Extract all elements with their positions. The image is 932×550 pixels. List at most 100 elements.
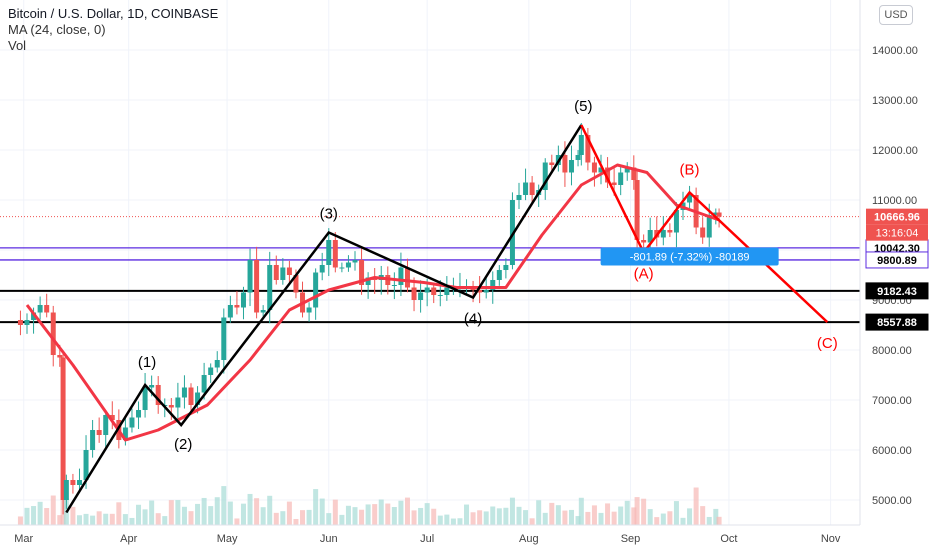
indicator-legend[interactable]: MA (24, close, 0) [8, 22, 106, 37]
candle-body [398, 267, 404, 285]
volume-bar [591, 505, 597, 525]
volume-bar [411, 510, 417, 525]
candle-body [149, 385, 155, 388]
volume-bar [555, 505, 561, 525]
volume-bar [496, 508, 502, 525]
candle-body [542, 162, 548, 190]
candle-body [122, 427, 128, 440]
volume-bar [319, 498, 325, 525]
volume-bar [17, 516, 23, 525]
volume-bar [122, 514, 128, 525]
time-tick-label: Mar [14, 533, 33, 545]
candle-body [280, 267, 286, 280]
volume-bar [578, 497, 584, 525]
candle-body [326, 240, 332, 265]
volume-bar [90, 515, 96, 525]
candle-body [339, 267, 345, 269]
volume-bar [280, 511, 286, 525]
candle-body [286, 267, 292, 275]
candle-body [306, 307, 312, 313]
candle-body [60, 357, 66, 500]
price-tick-label: 13000.00 [872, 95, 918, 107]
candle-body [624, 167, 630, 173]
volume-bar [618, 506, 624, 525]
candle-body [391, 285, 397, 286]
volume-bar [37, 501, 43, 525]
wave-label: (2) [174, 436, 192, 453]
price-tick-label: 7000.00 [872, 395, 912, 407]
candle-body [63, 480, 69, 500]
volume-legend[interactable]: Vol [8, 38, 27, 53]
volume-bar [162, 516, 168, 525]
candle-body [208, 367, 214, 375]
candle-body [431, 287, 437, 295]
volume-bar [706, 516, 712, 525]
candle-body [673, 210, 679, 233]
currency-button[interactable]: USD [879, 5, 913, 25]
candle-body [181, 387, 187, 398]
volume-bar [585, 511, 591, 525]
current-price-label: 10666.96 [874, 212, 920, 224]
candle-body [76, 480, 82, 485]
candle-body [201, 375, 207, 393]
candle-body [254, 260, 260, 313]
volume-bar [398, 500, 404, 525]
measure-box [600, 247, 779, 266]
volume-bar [385, 503, 391, 525]
volume-bar [464, 504, 470, 525]
volume-bar [418, 507, 424, 525]
candle-body [247, 260, 253, 293]
price-tick-label: 14000.00 [872, 45, 918, 57]
candle-body [562, 155, 568, 173]
candles [17, 123, 722, 515]
volume-bar [286, 501, 292, 525]
wave-label: (3) [320, 206, 338, 223]
volume-bar [378, 499, 384, 525]
volume-bar [477, 510, 483, 525]
level-label: 9800.89 [877, 255, 917, 267]
candle-body [345, 262, 351, 268]
candle-body [365, 277, 371, 285]
candle-body [96, 430, 102, 435]
volume-bar [345, 505, 351, 525]
volume-bar [365, 504, 371, 525]
candle-body [129, 417, 135, 428]
candle-body [332, 240, 338, 268]
volume-bar [673, 501, 679, 525]
candle-body [591, 162, 597, 173]
level-label-box [865, 282, 929, 300]
impulse-wave-line [65, 124, 583, 514]
candle-body [424, 287, 430, 293]
volume-bar [201, 497, 207, 525]
time-axis[interactable]: Mar Apr May Jun Jul Aug Sep Oct Nov [0, 524, 860, 545]
volume-bar [490, 506, 496, 525]
volume-bar [96, 511, 102, 525]
volume-bar [83, 513, 89, 525]
candle-body [437, 295, 443, 296]
candle-body [418, 292, 424, 300]
candle-body [195, 392, 201, 405]
candle-body [83, 450, 89, 480]
candle-body [313, 272, 319, 308]
volume-bar [168, 500, 174, 525]
candle-body [634, 180, 640, 240]
time-tick-label: Apr [120, 533, 137, 545]
candle-body [716, 212, 722, 217]
volume-bar [267, 495, 273, 525]
candle-body [687, 195, 693, 203]
volume-bar [372, 504, 378, 525]
elliott-waves[interactable]: (1) (2) (3) (4) (5) (A) (B) (C) -801.89 (-7.32%)… [65, 98, 838, 514]
volume-bar [529, 518, 535, 525]
candle-body [503, 265, 509, 270]
volume-bar [24, 507, 30, 525]
axis-price-labels: 10042.309800.899182.438557.8810666.9613:… [865, 208, 929, 331]
time-tick-label: Sep [621, 533, 641, 545]
candle-body [273, 265, 279, 280]
volume-bar [129, 517, 135, 525]
volume-bar [647, 509, 653, 525]
current-price-box [866, 208, 928, 225]
volume-bar [431, 508, 437, 525]
volume-bar [142, 509, 148, 525]
